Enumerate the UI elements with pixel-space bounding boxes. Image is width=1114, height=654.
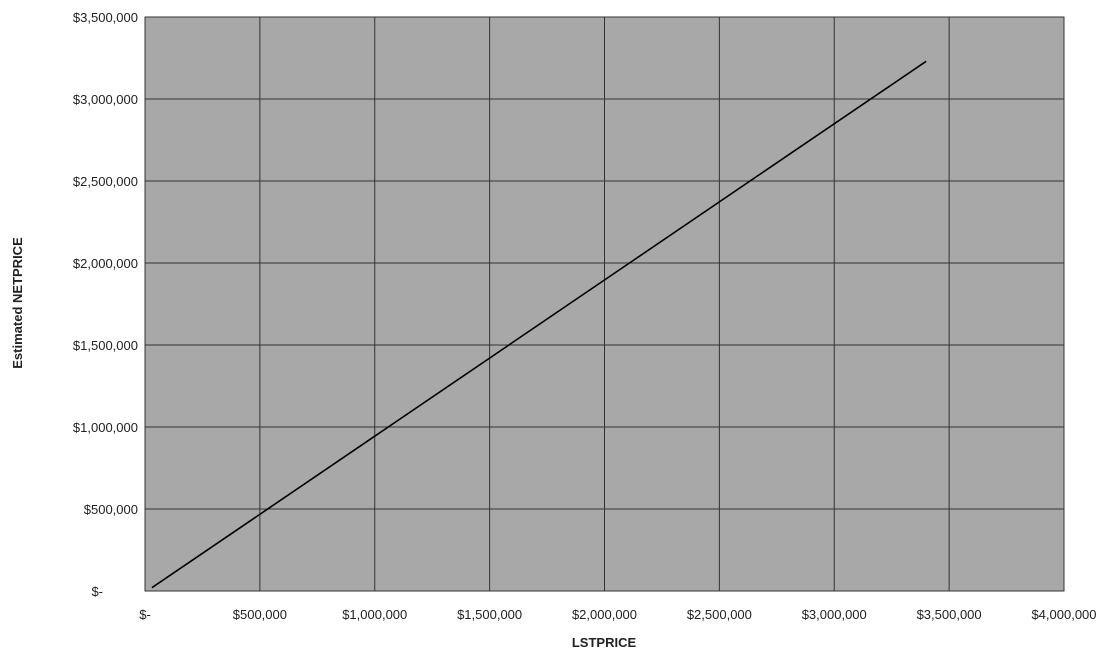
y-axis-title: Estimated NETPRICE bbox=[10, 237, 25, 369]
grid bbox=[144, 16, 1065, 592]
x-tick-label: $1,500,000 bbox=[457, 607, 522, 622]
x-tick-label: $2,000,000 bbox=[572, 607, 637, 622]
y-tick-label: $2,000,000 bbox=[73, 256, 138, 271]
y-tick-label: $3,500,000 bbox=[73, 10, 138, 25]
y-tick-label: $1,000,000 bbox=[73, 420, 138, 435]
y-tick-label: $1,500,000 bbox=[73, 338, 138, 353]
x-tick-label: $3,000,000 bbox=[802, 607, 867, 622]
x-tick-label: $500,000 bbox=[233, 607, 287, 622]
series-line bbox=[151, 60, 927, 589]
x-axis-title: LSTPRICE bbox=[572, 635, 637, 650]
x-tick-label: $4,000,000 bbox=[1031, 607, 1096, 622]
x-tick-label: $1,000,000 bbox=[342, 607, 407, 622]
x-axis-ticks: $- $500,000 $1,000,000 $1,500,000 $2,000,000… bbox=[139, 607, 1096, 622]
y-tick-label: $- bbox=[91, 584, 103, 599]
y-axis-ticks: $- $500,000 $1,000,000 $1,500,000 $2,000,000… bbox=[73, 10, 138, 599]
x-tick-label: $3,500,000 bbox=[917, 607, 982, 622]
series-layer bbox=[151, 60, 927, 589]
y-tick-label: $2,500,000 bbox=[73, 174, 138, 189]
y-tick-label: $3,000,000 bbox=[73, 92, 138, 107]
y-tick-label: $500,000 bbox=[84, 502, 138, 517]
x-tick-label: $2,500,000 bbox=[687, 607, 752, 622]
x-tick-label: $- bbox=[139, 607, 151, 622]
